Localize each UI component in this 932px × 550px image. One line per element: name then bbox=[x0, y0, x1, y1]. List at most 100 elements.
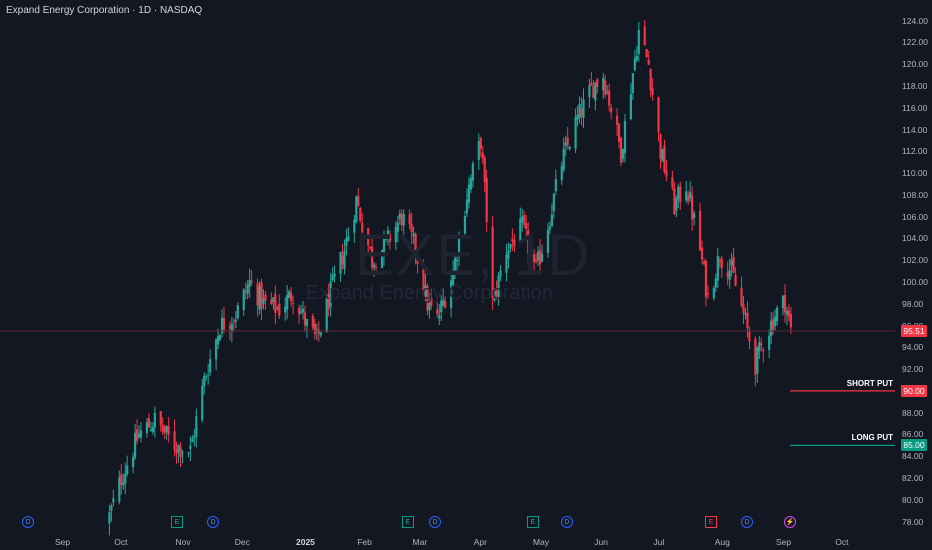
earnings-marker[interactable]: E bbox=[527, 516, 539, 528]
earnings-marker[interactable]: E bbox=[171, 516, 183, 528]
candle bbox=[481, 145, 484, 164]
candle-body bbox=[167, 426, 170, 435]
candle bbox=[218, 333, 222, 342]
candle bbox=[250, 270, 253, 286]
dividend-marker[interactable]: D bbox=[22, 516, 34, 528]
earnings-marker[interactable]: E bbox=[402, 516, 414, 528]
candle-body bbox=[112, 498, 115, 503]
candle bbox=[149, 421, 152, 432]
candle bbox=[775, 305, 779, 326]
candle bbox=[357, 188, 360, 207]
candle bbox=[230, 317, 233, 343]
candle-body bbox=[153, 413, 156, 428]
candle-body bbox=[463, 216, 467, 234]
candle bbox=[742, 296, 745, 325]
dividend-marker[interactable]: D bbox=[207, 516, 219, 528]
candle bbox=[592, 80, 595, 99]
candle bbox=[444, 296, 447, 309]
candle-body bbox=[574, 117, 577, 149]
candle bbox=[453, 253, 457, 280]
candle-body bbox=[118, 477, 121, 502]
dividend-marker[interactable]: D bbox=[429, 516, 441, 528]
candle-body bbox=[262, 298, 265, 304]
candle-body bbox=[452, 270, 455, 286]
candle bbox=[455, 255, 459, 274]
candle bbox=[560, 161, 563, 186]
candle bbox=[209, 349, 212, 377]
candle bbox=[327, 283, 330, 317]
candle bbox=[525, 214, 528, 238]
candle-body bbox=[361, 222, 364, 233]
split-marker[interactable]: ⚡ bbox=[784, 516, 796, 528]
candle-body bbox=[617, 124, 621, 142]
candle-body bbox=[355, 196, 358, 223]
dividend-marker[interactable]: D bbox=[561, 516, 573, 528]
candle-body bbox=[147, 418, 151, 428]
candle-body bbox=[222, 318, 226, 330]
candle bbox=[673, 182, 676, 215]
candle bbox=[244, 282, 247, 300]
x-tick-label: Oct bbox=[835, 537, 849, 547]
candle bbox=[513, 233, 516, 253]
candle bbox=[521, 208, 524, 232]
candle bbox=[495, 280, 498, 300]
candle bbox=[756, 346, 759, 384]
candle-body bbox=[232, 321, 235, 323]
candle bbox=[617, 122, 621, 149]
candle bbox=[700, 240, 704, 265]
candle-body bbox=[191, 438, 194, 443]
candle bbox=[262, 289, 265, 310]
candle bbox=[359, 206, 362, 223]
candle bbox=[288, 289, 291, 299]
candle bbox=[145, 418, 149, 438]
candle-body bbox=[513, 239, 516, 247]
candle bbox=[450, 273, 453, 318]
candle-body bbox=[440, 300, 443, 313]
candle-body bbox=[384, 236, 388, 240]
candle bbox=[706, 285, 710, 300]
candle-body bbox=[465, 199, 469, 214]
chart-title[interactable]: Expand Energy Corporation · 1D · NASDAQ bbox=[6, 5, 203, 16]
candle-body bbox=[272, 297, 275, 302]
candle bbox=[533, 249, 536, 273]
candle bbox=[746, 301, 749, 338]
candle-body bbox=[408, 214, 411, 225]
candle-body bbox=[319, 332, 322, 336]
candle-body bbox=[242, 289, 245, 310]
x-tick-label: Mar bbox=[412, 537, 428, 547]
candle-body bbox=[145, 422, 149, 433]
dividend-marker[interactable]: D bbox=[741, 516, 753, 528]
candle-body bbox=[671, 177, 674, 188]
candle bbox=[331, 267, 334, 282]
candle bbox=[118, 470, 121, 505]
candle-body bbox=[122, 482, 125, 486]
candle-body bbox=[325, 298, 328, 333]
candle bbox=[649, 68, 652, 98]
candle-body bbox=[623, 120, 627, 154]
candle bbox=[762, 347, 765, 363]
candle-body bbox=[704, 260, 708, 298]
candle-body bbox=[564, 142, 567, 147]
candle-body bbox=[333, 273, 336, 277]
candle bbox=[361, 212, 364, 234]
candle-body bbox=[214, 339, 218, 360]
candle bbox=[264, 291, 267, 310]
candle-body bbox=[181, 452, 184, 454]
candle-body bbox=[424, 285, 427, 297]
candle-body bbox=[159, 411, 162, 426]
candle bbox=[179, 442, 182, 467]
earnings-marker[interactable]: E bbox=[705, 516, 717, 528]
candle-body bbox=[505, 254, 508, 273]
candle bbox=[629, 83, 632, 121]
candle bbox=[313, 318, 316, 340]
candle-body bbox=[398, 213, 401, 220]
candle bbox=[402, 209, 405, 236]
candle-body bbox=[329, 281, 332, 307]
candle-body bbox=[297, 307, 301, 315]
candle-body bbox=[785, 310, 789, 315]
candle bbox=[511, 228, 514, 252]
candle-body bbox=[661, 149, 664, 162]
candle-body bbox=[479, 137, 482, 149]
x-tick-label: May bbox=[533, 537, 550, 547]
